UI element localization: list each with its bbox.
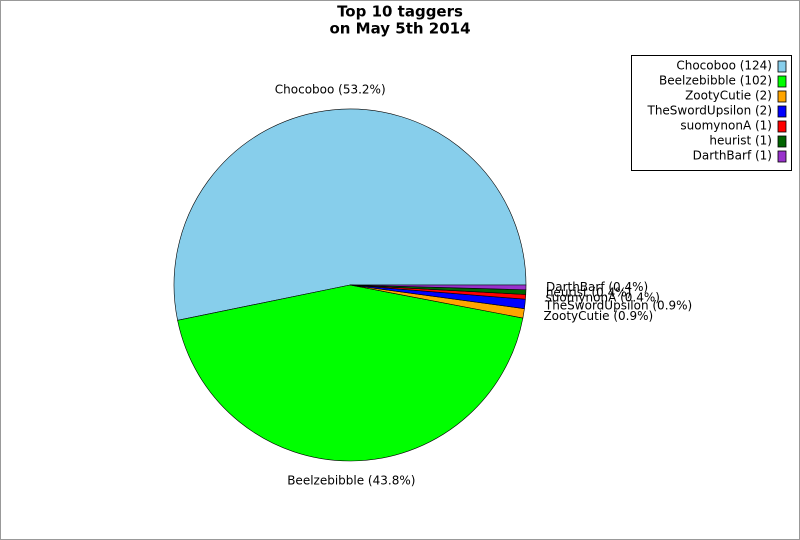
- legend-swatch: [777, 150, 787, 163]
- slice-label: ZootyCutie (0.9%): [543, 309, 653, 323]
- chart-title: Top 10 taggers: [337, 3, 463, 21]
- slice-label: Beelzebibble (43.8%): [287, 473, 415, 487]
- legend-label: Chocoboo (124): [676, 59, 772, 73]
- slice-label: TheSwordUpsilon (0.9%): [544, 299, 692, 313]
- chart-title: on May 5th 2014: [329, 20, 470, 38]
- legend-label: heurist (1): [709, 134, 772, 148]
- legend-swatch: [777, 135, 787, 148]
- legend-swatch: [777, 90, 787, 103]
- legend-swatch: [777, 105, 787, 118]
- legend-box: [631, 55, 792, 171]
- slice-label: DarthBarf (0.4%): [546, 280, 648, 294]
- legend-label: DarthBarf (1): [693, 149, 772, 163]
- legend-label: Beelzebibble (102): [659, 74, 772, 88]
- slice-label: Chocoboo (53.2%): [275, 83, 386, 97]
- slice-label: suomynonA (0.4%): [546, 291, 660, 305]
- slice-label: heurist (0.4%): [546, 285, 631, 299]
- pie-slice: [349, 284, 527, 291]
- pie-slice: [177, 284, 524, 462]
- legend-swatch: [777, 60, 787, 73]
- legend-label: suomynonA (1): [680, 119, 772, 133]
- legend-swatch: [777, 120, 787, 133]
- legend-label: ZootyCutie (2): [685, 89, 772, 103]
- legend-swatch: [777, 75, 787, 88]
- legend-label: TheSwordUpsilon (2): [646, 104, 772, 118]
- pie-slice: [173, 108, 527, 321]
